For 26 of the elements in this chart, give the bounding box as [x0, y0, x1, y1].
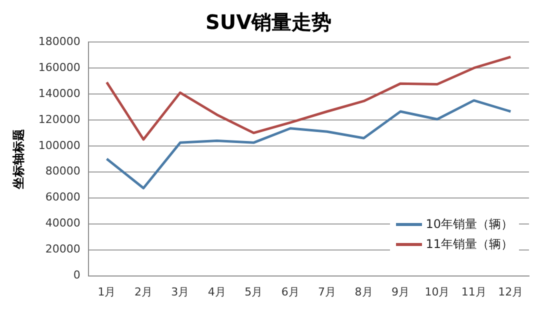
- y-tick-label: 100000: [38, 138, 80, 152]
- x-tick-label: 4月: [208, 285, 226, 298]
- x-tick-label: 7月: [318, 285, 336, 298]
- x-tick-label: 8月: [354, 285, 373, 298]
- y-tick-label: 60000: [45, 190, 80, 204]
- y-tick-label: 180000: [38, 34, 80, 48]
- x-tick-label: 12月: [498, 285, 524, 298]
- y-axis-title: 坐标轴标题: [11, 128, 26, 190]
- x-tick-label: 10月: [424, 285, 450, 298]
- x-tick-label: 9月: [391, 285, 410, 298]
- x-tick-label: 1月: [98, 285, 116, 298]
- y-tick-label: 20000: [45, 242, 80, 256]
- chart-title: SUV销量走势: [205, 10, 332, 34]
- x-tick-label: 3月: [171, 285, 190, 298]
- y-tick-label: 140000: [38, 86, 80, 100]
- x-tick-label: 11月: [461, 285, 486, 298]
- x-tick-label: 5月: [244, 285, 263, 298]
- x-tick-label: 2月: [134, 285, 152, 298]
- y-tick-label: 80000: [45, 164, 80, 178]
- y-tick-label: 40000: [45, 216, 80, 230]
- x-tick-label: 6月: [281, 285, 300, 298]
- y-tick-label: 120000: [38, 112, 80, 126]
- y-tick-label: 160000: [38, 60, 80, 74]
- y-tick-label: 0: [73, 268, 80, 282]
- legend-label: 10年销量（辆）: [426, 216, 513, 232]
- legend-label: 11年销量（辆）: [426, 236, 513, 252]
